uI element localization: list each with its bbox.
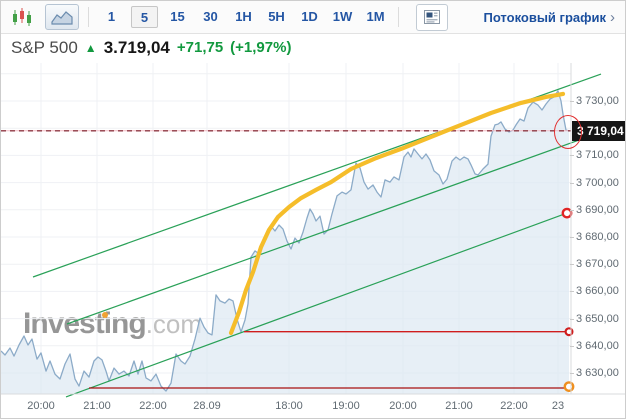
interval-button-1m[interactable]: 1M [366,9,385,24]
streaming-chart-link[interactable]: Потоковый график › [483,9,615,26]
x-axis-label: 23 [551,400,565,412]
candlestick-chart-icon[interactable] [11,6,33,28]
interval-button-30[interactable]: 30 [203,9,218,24]
interval-button-5h[interactable]: 5H [268,9,285,24]
news-panel-icon [424,10,440,24]
moving-average-line [228,91,566,336]
price-line [1,90,570,392]
y-axis-label: 3 730,00 [570,95,619,107]
x-axis-label: 18:00 [275,400,303,412]
chevron-right-icon: › [610,8,615,26]
arrow-up-icon: ▲ [84,40,97,55]
x-axis-label: 28.09 [193,400,221,412]
channel-middle-trendline [66,122,625,325]
x-axis-label: 19:00 [332,400,360,412]
interval-button-1d[interactable]: 1D [301,9,318,24]
streaming-chart-link-label: Потоковый график [483,9,606,25]
price-change: +71,75 [176,39,224,56]
y-axis-label: 3 670,00 [570,258,619,270]
investing-watermark: Investing.com [23,307,202,341]
x-axis-label: 20:00 [389,400,417,412]
interval-button-1w[interactable]: 1W [332,9,353,24]
watermark-main: Investing [23,307,147,340]
instrument-name: S&P 500 [11,37,78,57]
y-axis-label: 3 680,00 [570,231,619,243]
y-axis-label: 3 630,00 [570,367,619,379]
y-axis-label: 3 650,00 [570,313,619,325]
toolbar-separator [88,7,89,27]
y-axis-label: 3 690,00 [570,204,619,216]
price-change-percent: (+1,97%) [230,39,292,56]
last-price: 3.719,04 [103,37,170,57]
channel-bottom-trendline [65,212,568,398]
x-axis-label: 21:00 [83,400,111,412]
interval-button-1[interactable]: 1 [107,9,116,24]
news-panel-button[interactable] [416,3,448,31]
y-axis-label: 3 700,00 [570,177,619,189]
watermark-orange-dot-icon [102,312,108,318]
support-lower-end-ring [563,381,575,392]
y-axis-label: 3 660,00 [570,285,619,297]
x-axis-label: 21:00 [445,400,473,412]
area-chart-icon [51,9,73,25]
watermark-suffix: .com [145,309,203,339]
price-annotation-ellipse [554,115,582,149]
y-axis-label: 3 710,00 [570,149,619,161]
current-price-badge: 3 719,04 [572,121,625,141]
y-axis-label: 3 640,00 [570,340,619,352]
interval-button-1h[interactable]: 1H [235,9,252,24]
toolbar-separator [398,7,399,27]
x-axis-label: 22:00 [139,400,167,412]
interval-button-5[interactable]: 5 [131,6,158,28]
chart-toolbar: 1 5 15 30 1H 5H 1D 1W 1M Потоковый график › [1,1,625,34]
x-axis-label: 22:00 [500,400,528,412]
interval-list: 1 5 15 30 1H 5H 1D 1W 1M [98,6,389,28]
instrument-header: S&P 500 ▲ 3.719,04 +71,75 (+1,97%) [1,34,625,61]
x-axis-label: 20:00 [27,400,55,412]
area-chart-type-button[interactable] [45,4,79,30]
interval-button-15[interactable]: 15 [170,9,185,24]
price-area-fill [1,90,569,395]
